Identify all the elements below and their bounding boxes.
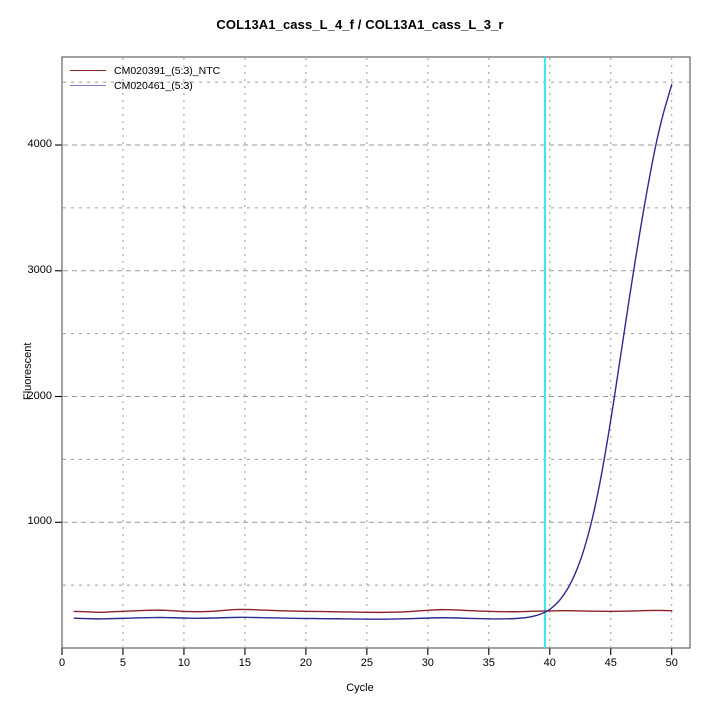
legend-swatch-series-2 <box>70 85 106 86</box>
y-tick-label: 4000 <box>27 138 52 151</box>
y-tick-label: 2000 <box>27 389 52 402</box>
x-tick-label: 10 <box>177 657 191 669</box>
y-tick-label: 3000 <box>27 263 52 276</box>
x-tick-label: 0 <box>58 657 66 669</box>
chart-legend: CM020391_(5:3)_NTC CM020461_(5:3) <box>62 57 220 93</box>
data-series <box>73 83 673 620</box>
x-tick-label: 45 <box>604 657 617 669</box>
x-tick-label: 40 <box>543 657 556 669</box>
legend-label-series-2: CM020461_(5:3) <box>114 79 193 92</box>
legend-item: CM020461_(5:3) <box>62 78 220 93</box>
gridlines <box>63 58 689 647</box>
legend-swatch-series-1 <box>70 70 106 71</box>
x-tick-label: 30 <box>421 657 434 669</box>
x-tick-label: 15 <box>238 657 252 669</box>
plot-frame <box>61 56 691 649</box>
x-tick-label: 5 <box>119 657 127 669</box>
legend-label-series-1: CM020391_(5:3)_NTC <box>114 64 221 77</box>
axis-ticks <box>55 144 673 655</box>
x-axis-title: Cycle <box>346 682 374 694</box>
chart-title: COL13A1_cass_L_4_f / COL13A1_cass_L_3_r <box>216 17 504 32</box>
x-tick-label: 20 <box>299 657 312 669</box>
x-tick-label: 25 <box>360 657 373 669</box>
legend-item: CM020391_(5:3)_NTC <box>62 63 220 78</box>
y-tick-label: 1000 <box>27 515 52 528</box>
x-tick-label: 50 <box>665 657 678 669</box>
x-tick-label: 35 <box>482 657 495 669</box>
